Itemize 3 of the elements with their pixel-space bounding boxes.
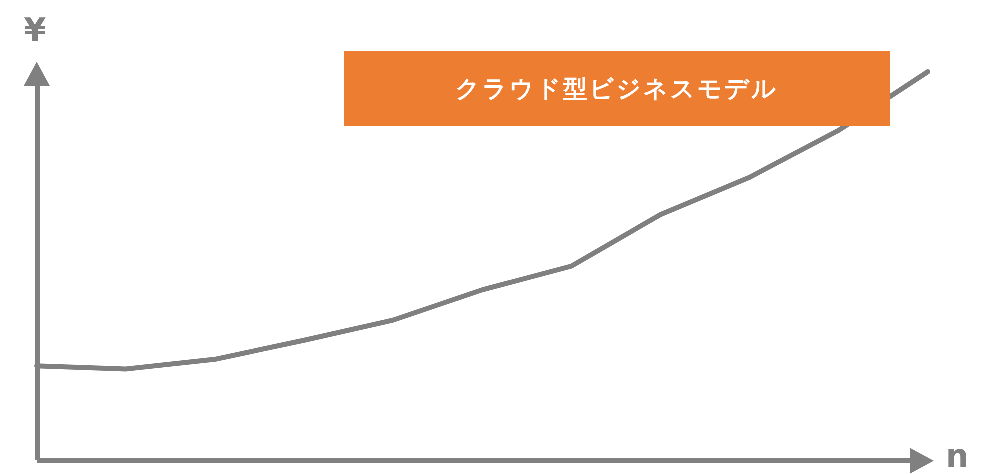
x-axis-title: n xyxy=(946,437,969,474)
y-axis-title: ¥ xyxy=(24,11,46,49)
label-box: クラウド型ビジネスモデル xyxy=(344,51,890,126)
